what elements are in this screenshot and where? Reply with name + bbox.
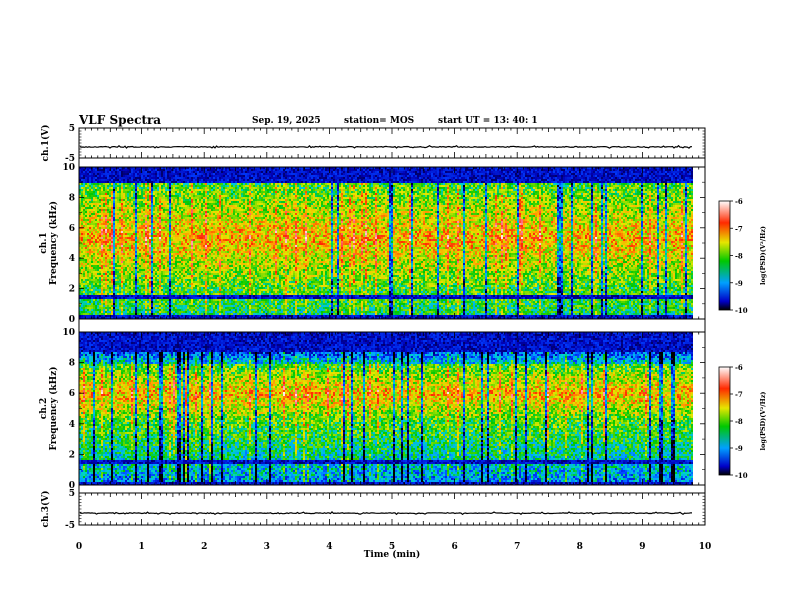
ch2-spectrogram-colorbar-label: log(PSD)(V²/Hz) xyxy=(759,392,767,451)
ch2-spectrogram-panel xyxy=(78,331,706,486)
ch2-spectrogram-y-tick-label: 4 xyxy=(69,420,75,430)
ch1-spectrogram-panel xyxy=(78,166,706,320)
x-axis-label: Time (min) xyxy=(364,549,421,560)
ch1-spectrogram-colorbar-tick-label: -9 xyxy=(735,279,743,288)
ch1-spectrogram-y-tick-label: 4 xyxy=(69,254,75,264)
ch1-spectrogram-colorbar-label: log(PSD)(V²/Hz) xyxy=(759,226,767,285)
x-tick-label-2: 2 xyxy=(201,542,207,552)
ch1-spectrogram-y-tick-label: 10 xyxy=(62,163,75,173)
ch1-colorbar xyxy=(718,200,731,311)
x-tick-label-6: 6 xyxy=(451,542,457,552)
x-tick-label-1: 1 xyxy=(138,542,144,552)
ch2-spectrogram-y-tick-label: 0 xyxy=(69,481,75,491)
ch2-spectrogram-colorbar-tick-label: -10 xyxy=(735,471,748,480)
ch3-voltage-y-label: ch.3(V) xyxy=(40,491,51,528)
ch2-spectrogram-colorbar-tick-label: -8 xyxy=(735,417,743,426)
ch1-spectrogram-y-tick-label: 2 xyxy=(69,285,75,295)
ch2-spectrogram-y-tick-label: 10 xyxy=(62,328,75,338)
x-tick-label-9: 9 xyxy=(639,542,645,552)
ch1-spectrogram-colorbar-tick-label: -10 xyxy=(735,306,748,315)
figure-title: VLF Spectra xyxy=(79,113,161,127)
ch2-spectrogram-y-tick-label: 6 xyxy=(69,389,75,399)
ch2-spectrogram-y-tick-label: 2 xyxy=(69,450,75,460)
ch2-spectrogram-image xyxy=(79,332,693,485)
x-tick-label-4: 4 xyxy=(326,542,332,552)
ch3-voltage-y-tick-label: -5 xyxy=(65,521,75,531)
ch1-spectrogram-colorbar-tick-label: -6 xyxy=(735,197,743,206)
start-time-label: start UT = 13: 40: 1 xyxy=(438,116,538,126)
ch1-spectrogram-colorbar-tick-label: -8 xyxy=(735,252,743,261)
ch2-spectrogram-colorbar-tick-label: -9 xyxy=(735,444,743,453)
ch1-voltage-trace xyxy=(79,144,692,149)
date-label: Sep. 19, 2025 xyxy=(252,116,321,126)
ch1-spectrogram-y-tick-label: 6 xyxy=(69,224,75,234)
x-tick-label-5: 5 xyxy=(389,542,395,552)
ch1-spectrogram-y-label: ch.1Frequency (kHz) xyxy=(39,201,59,285)
x-tick-label-0: 0 xyxy=(76,542,82,552)
ch2-spectrogram-y-tick-label: 8 xyxy=(69,359,75,369)
x-tick-label-7: 7 xyxy=(514,542,520,552)
x-tick-label-10: 10 xyxy=(699,542,712,552)
ch3-voltage-trace xyxy=(79,511,693,516)
ch2-colorbar xyxy=(718,366,731,476)
ch3-voltage-y-tick-label: 5 xyxy=(69,489,75,499)
ch1-spectrogram-image xyxy=(79,167,693,319)
ch2-spectrogram-colorbar-tick-label: -7 xyxy=(735,390,743,399)
ch1-spectrogram-y-tick-label: 0 xyxy=(69,315,75,325)
ch2-spectrogram-y-label: ch.2Frequency (kHz) xyxy=(39,366,59,450)
ch1-spectrogram-y-tick-label: 8 xyxy=(69,193,75,203)
ch1-voltage-y-label: ch.1(V) xyxy=(40,125,51,162)
x-tick-label-8: 8 xyxy=(577,542,583,552)
ch2-spectrogram-colorbar-tick-label: -6 xyxy=(735,363,743,372)
ch1-voltage-y-tick-label: -5 xyxy=(65,154,75,164)
x-tick-label-3: 3 xyxy=(264,542,270,552)
ch1-spectrogram-colorbar-tick-label: -7 xyxy=(735,224,743,233)
ch1-voltage-y-tick-label: 5 xyxy=(69,124,75,134)
station-label: station= MOS xyxy=(344,116,414,126)
